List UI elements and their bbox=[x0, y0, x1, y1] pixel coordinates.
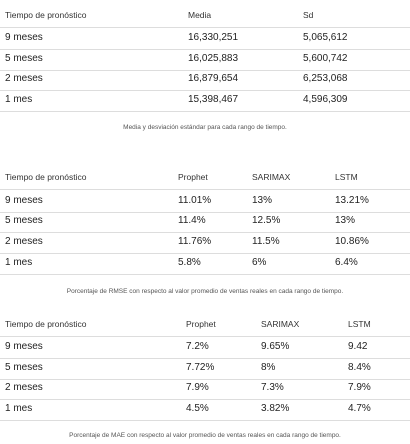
table-header-row: Tiempo de pronóstico Prophet SARIMAX LST… bbox=[0, 167, 410, 187]
cell-lstm: 10.86% bbox=[335, 236, 369, 247]
header-cell-lstm: LSTM bbox=[335, 172, 358, 182]
header-divider bbox=[0, 336, 410, 337]
table-row: 2 meses 16,879,654 6,253,068 bbox=[0, 69, 410, 89]
table-row: 1 mes 15,398,467 4,596,309 bbox=[0, 90, 410, 110]
header-cell-prophet: Prophet bbox=[186, 319, 216, 329]
cell-sd: 6,253,068 bbox=[303, 73, 348, 84]
header-cell-sarimax: SARIMAX bbox=[252, 172, 291, 182]
row-divider bbox=[0, 399, 410, 400]
cell-lstm: 9.42 bbox=[348, 341, 368, 352]
cell-prophet: 11.76% bbox=[178, 236, 212, 247]
cell-period: 9 meses bbox=[5, 32, 43, 43]
cell-prophet: 7.9% bbox=[186, 382, 209, 393]
row-divider bbox=[0, 358, 410, 359]
table-row: 9 meses 7.2% 9.65% 9.42 bbox=[0, 337, 410, 357]
header-cell-tiempo: Tiempo de pronóstico bbox=[5, 10, 87, 20]
row-divider bbox=[0, 70, 410, 71]
header-cell-media: Media bbox=[188, 10, 212, 20]
cell-prophet: 5.8% bbox=[178, 257, 201, 268]
cell-lstm: 4.7% bbox=[348, 403, 371, 414]
header-cell-sd: Sd bbox=[303, 10, 314, 20]
table-caption: Media y desviación estándar para cada ra… bbox=[123, 124, 287, 131]
cell-period: 9 meses bbox=[5, 195, 43, 206]
table-row: 5 meses 11.4% 12.5% 13% bbox=[0, 211, 410, 231]
row-divider bbox=[0, 379, 410, 380]
row-divider bbox=[0, 111, 410, 112]
cell-sarimax: 7.3% bbox=[261, 382, 284, 393]
header-cell-tiempo: Tiempo de pronóstico bbox=[5, 319, 87, 329]
cell-period: 1 mes bbox=[5, 257, 33, 268]
row-divider bbox=[0, 90, 410, 91]
cell-period: 1 mes bbox=[5, 403, 33, 414]
cell-lstm: 6.4% bbox=[335, 257, 358, 268]
table-header-row: Tiempo de pronóstico Media Sd bbox=[0, 5, 410, 25]
table-row: 1 mes 5.8% 6% 6.4% bbox=[0, 253, 410, 273]
table-row: 1 mes 4.5% 3.82% 4.7% bbox=[0, 399, 410, 419]
cell-sarimax: 13% bbox=[252, 195, 273, 206]
cell-media: 16,879,654 bbox=[188, 73, 239, 84]
table-row: 9 meses 16,330,251 5,065,612 bbox=[0, 28, 410, 48]
cell-period: 2 meses bbox=[5, 73, 43, 84]
row-divider bbox=[0, 420, 410, 421]
cell-period: 5 meses bbox=[5, 215, 43, 226]
cell-sarimax: 8% bbox=[261, 362, 276, 373]
cell-sd: 5,065,612 bbox=[303, 32, 348, 43]
cell-period: 2 meses bbox=[5, 382, 43, 393]
cell-sarimax: 9.65% bbox=[261, 341, 290, 352]
cell-sarimax: 12.5% bbox=[252, 215, 281, 226]
cell-media: 16,330,251 bbox=[188, 32, 239, 43]
cell-sarimax: 11.5% bbox=[252, 236, 280, 247]
cell-period: 5 meses bbox=[5, 362, 43, 373]
cell-lstm: 13% bbox=[335, 215, 356, 226]
cell-media: 15,398,467 bbox=[188, 94, 239, 105]
row-divider bbox=[0, 49, 410, 50]
header-cell-sarimax: SARIMAX bbox=[261, 319, 300, 329]
cell-period: 2 meses bbox=[5, 236, 43, 247]
cell-period: 1 mes bbox=[5, 94, 33, 105]
row-divider bbox=[0, 274, 410, 275]
cell-sarimax: 3.82% bbox=[261, 403, 290, 414]
cell-media: 16,025,883 bbox=[188, 53, 239, 64]
cell-sd: 4,596,309 bbox=[303, 94, 348, 105]
table-row: 5 meses 7.72% 8% 8.4% bbox=[0, 358, 410, 378]
table-header-row: Tiempo de pronóstico Prophet SARIMAX LST… bbox=[0, 314, 410, 334]
header-divider bbox=[0, 27, 410, 28]
table-caption: Porcentaje de MAE con respecto al valor … bbox=[69, 432, 341, 439]
header-divider bbox=[0, 189, 410, 190]
cell-prophet: 11.01% bbox=[178, 195, 212, 206]
cell-lstm: 8.4% bbox=[348, 362, 371, 373]
row-divider bbox=[0, 232, 410, 233]
cell-lstm: 7.9% bbox=[348, 382, 371, 393]
cell-sarimax: 6% bbox=[252, 257, 267, 268]
row-divider bbox=[0, 212, 410, 213]
row-divider bbox=[0, 253, 410, 254]
cell-sd: 5,600,742 bbox=[303, 53, 348, 64]
table-row: 2 meses 11.76% 11.5% 10.86% bbox=[0, 232, 410, 252]
header-cell-tiempo: Tiempo de pronóstico bbox=[5, 172, 87, 182]
header-cell-lstm: LSTM bbox=[348, 319, 371, 329]
table-caption: Porcentaje de RMSE con respecto al valor… bbox=[66, 288, 344, 295]
header-cell-prophet: Prophet bbox=[178, 172, 208, 182]
table-row: 2 meses 7.9% 7.3% 7.9% bbox=[0, 378, 410, 398]
cell-prophet: 7.2% bbox=[186, 341, 209, 352]
cell-period: 9 meses bbox=[5, 341, 43, 352]
cell-lstm: 13.21% bbox=[335, 195, 369, 206]
cell-period: 5 meses bbox=[5, 53, 43, 64]
table-row: 5 meses 16,025,883 5,600,742 bbox=[0, 49, 410, 69]
cell-prophet: 11.4% bbox=[178, 215, 206, 226]
cell-prophet: 7.72% bbox=[186, 362, 215, 373]
table-row: 9 meses 11.01% 13% 13.21% bbox=[0, 191, 410, 211]
cell-prophet: 4.5% bbox=[186, 403, 209, 414]
